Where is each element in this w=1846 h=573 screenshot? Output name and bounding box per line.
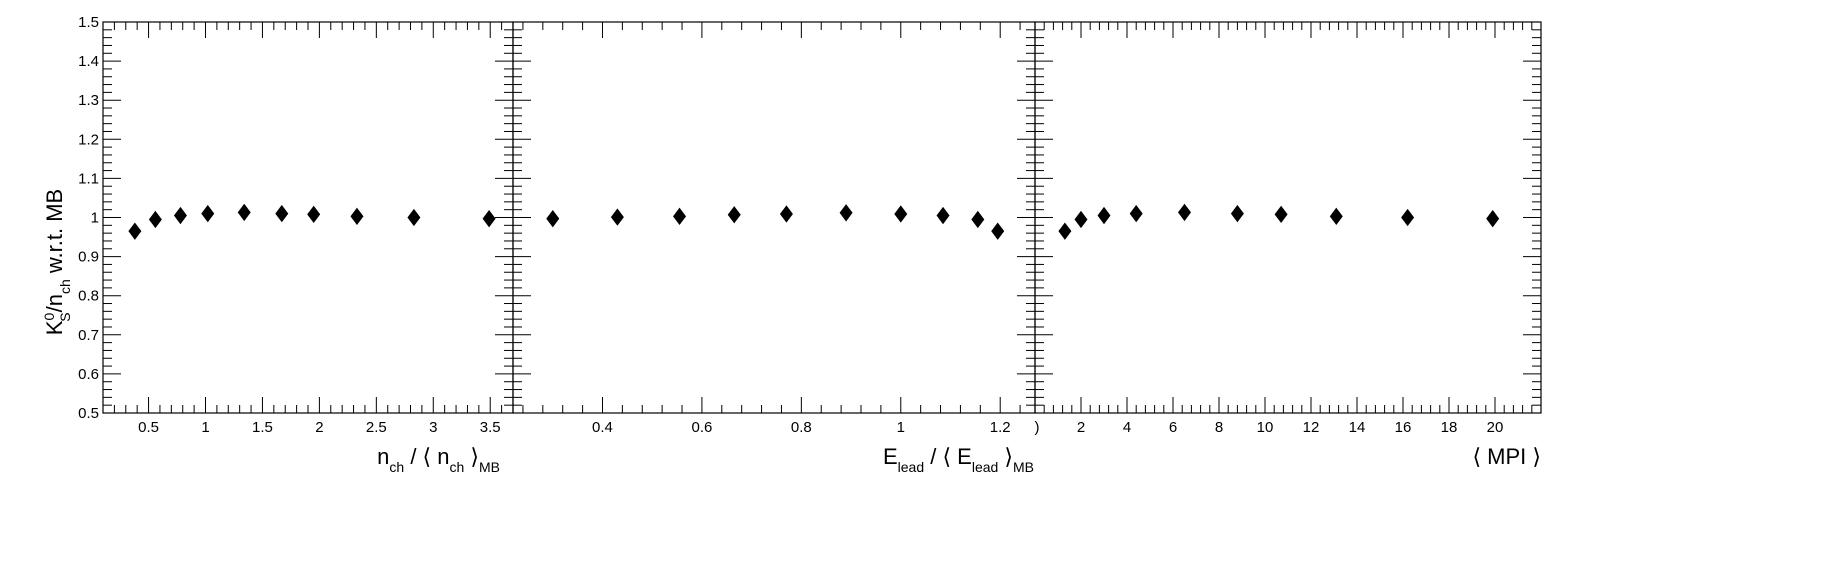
y-axis-title: K0S/nch w.r.t. MB <box>41 189 73 335</box>
x-tick-label: 0.4 <box>592 419 613 436</box>
plot-frame <box>102 21 514 414</box>
y-tick-label: 0.9 <box>78 249 99 266</box>
y-tick-label: 1.5 <box>78 14 99 31</box>
x-tick-label: 1 <box>201 419 209 436</box>
y-tick-label: 1.2 <box>78 131 99 148</box>
y-tick-label: 0.6 <box>78 366 99 383</box>
y-tick-label: 0.5 <box>78 405 99 422</box>
data-point <box>779 205 793 223</box>
panel3-edge-label: ) <box>1035 419 1040 436</box>
plot-frame <box>1034 21 1542 414</box>
x-tick-label: 2 <box>1077 419 1085 436</box>
x-tick-label: 14 <box>1349 419 1366 436</box>
panel-2: 0.4 0.6 0.8 1 1.2 <box>512 21 1036 436</box>
panel-1: 0.5 0.6 0.7 0.8 0.9 1 1.1 1.2 1.3 1.4 1.5 0.5 1 1.5 2 2… <box>78 14 514 436</box>
x-tick-label: 4 <box>1123 419 1131 436</box>
x-tick-label: 2 <box>315 419 323 436</box>
x-tick-label: 12 <box>1303 419 1320 436</box>
data-point <box>275 204 289 223</box>
data-point <box>201 204 215 223</box>
data-point <box>936 206 950 225</box>
data-point <box>1230 204 1244 223</box>
data-point <box>1097 206 1111 225</box>
x-tick-label: 10 <box>1257 419 1274 436</box>
data-point <box>1329 207 1343 225</box>
x-tick-label: 1 <box>897 419 905 436</box>
data-point <box>894 205 908 223</box>
x-tick-label: 2.5 <box>366 419 387 436</box>
data-point <box>307 205 321 224</box>
y-tick-label: 1.1 <box>78 170 99 187</box>
x-tick-label: 0.5 <box>138 419 159 436</box>
data-point <box>1129 204 1143 223</box>
x-tick-label: 0.8 <box>791 419 812 436</box>
x-tick-label: 16 <box>1395 419 1412 436</box>
y-tick-label: 1.3 <box>78 92 99 109</box>
data-point <box>407 208 421 227</box>
x-tick-label: 3.5 <box>480 419 501 436</box>
data-point <box>237 203 251 222</box>
data-point <box>673 207 687 225</box>
x-tick-label: 3 <box>429 419 437 436</box>
x-tick-label: 6 <box>1169 419 1177 436</box>
y-tick-label: 0.7 <box>78 327 99 344</box>
data-point <box>1486 210 1500 228</box>
data-point <box>971 210 985 229</box>
x-axis-title-2: Elead / ⟨ Elead ⟩MB <box>883 444 1034 475</box>
x-tick-label: 18 <box>1441 419 1458 436</box>
data-point <box>1274 205 1288 224</box>
x-tick-label: 1.2 <box>990 419 1011 436</box>
data-point <box>1178 203 1191 222</box>
data-point <box>482 210 496 228</box>
data-point <box>128 222 142 240</box>
data-point <box>148 210 162 229</box>
panels: 0.50.60.70.80.911.11.21.31.41.50.5 1 1.5 2 2… <box>78 14 1542 436</box>
data-point <box>1058 222 1072 240</box>
data-point <box>839 204 853 222</box>
x-tick-label: 20 <box>1487 419 1504 436</box>
x-tick-label: 8 <box>1215 419 1223 436</box>
x-tick-label: 0.6 <box>691 419 712 436</box>
data-point <box>1074 210 1088 229</box>
data-point <box>1401 208 1415 227</box>
panel-3: 2 4 6 8 10 12 14 16 18 20 <box>1034 21 1542 436</box>
x-axis-title-1: nch / ⟨ nch ⟩MB <box>377 444 500 475</box>
data-point <box>173 206 187 225</box>
data-point <box>546 210 560 228</box>
plot-frame <box>512 21 1036 414</box>
y-tick-label: 1.4 <box>78 53 99 70</box>
y-tick-label: 1 <box>91 210 99 227</box>
data-point <box>727 206 741 224</box>
data-point <box>991 222 1005 240</box>
data-point <box>610 208 624 226</box>
y-tick-label: 0.8 <box>78 288 99 305</box>
data-point <box>350 207 364 225</box>
x-tick-label: 1.5 <box>252 419 273 436</box>
x-axis-title-3: ⟨ MPI ⟩ <box>1472 444 1541 469</box>
